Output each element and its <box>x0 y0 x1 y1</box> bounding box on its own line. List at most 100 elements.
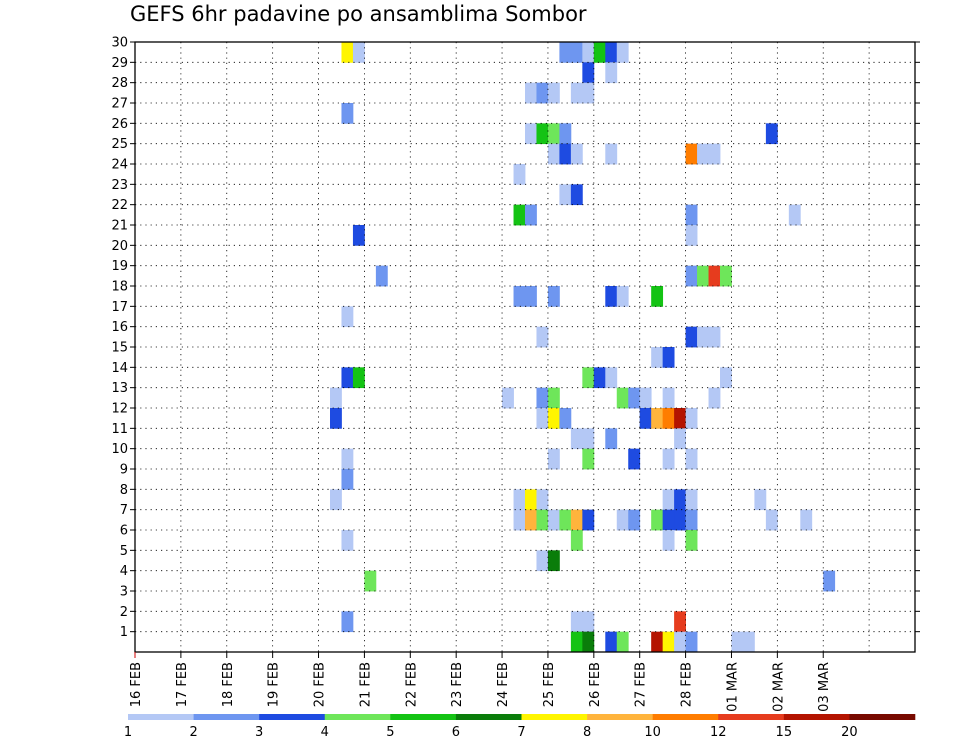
precip-cell <box>547 509 560 531</box>
precip-cell <box>547 286 560 307</box>
precip-cell <box>525 123 537 145</box>
x-tick-label: 24 FEB <box>496 662 511 707</box>
precip-cell <box>536 550 549 572</box>
precip-cell <box>639 408 652 429</box>
y-tick-label: 2 <box>120 605 128 620</box>
precip-cell <box>582 509 595 531</box>
y-tick-label: 13 <box>111 381 128 396</box>
colorbar-swatch <box>718 714 785 720</box>
x-tick-label: 01 MAR <box>725 662 740 712</box>
precip-cell <box>352 225 365 246</box>
precip-cell <box>559 42 572 63</box>
precip-cell <box>674 428 686 450</box>
precip-cell <box>662 489 675 511</box>
precip-cell <box>513 489 526 511</box>
colorbar: 1 2 3 4 5 6 7 8 10 12 15 20 <box>124 714 916 740</box>
precip-cell <box>651 509 664 531</box>
precip-cell <box>582 631 595 653</box>
colorbar-label: 20 <box>841 725 858 740</box>
x-tick-label: 25 FEB <box>542 662 557 707</box>
precip-cell <box>536 82 549 104</box>
colorbar-label: 12 <box>710 725 727 740</box>
precip-cell <box>547 82 560 104</box>
y-tick-label: 27 <box>111 97 128 112</box>
y-tick-label: 5 <box>120 544 128 559</box>
precip-cell <box>341 367 354 389</box>
precip-cell <box>547 448 560 470</box>
precip-cell <box>651 408 664 429</box>
precip-cell <box>697 143 709 165</box>
x-tick-label: 23 FEB <box>450 662 465 707</box>
precip-cell <box>330 408 342 429</box>
precip-cell <box>685 489 698 511</box>
y-tick-label: 28 <box>111 76 128 91</box>
precip-cell <box>685 448 698 470</box>
colorbar-swatch <box>783 714 850 720</box>
colorbar-swatch <box>193 714 260 720</box>
precip-cell <box>341 530 354 551</box>
precip-cell <box>352 367 365 389</box>
colorbar-label: 4 <box>321 725 329 740</box>
precip-cell <box>731 631 744 653</box>
precip-cell <box>547 143 560 165</box>
precip-cell <box>685 530 698 551</box>
x-tick-label: 17 FEB <box>175 662 190 707</box>
precip-cell <box>582 42 595 63</box>
grid-layer <box>135 42 915 652</box>
precip-cell <box>341 611 354 633</box>
y-tick-label: 1 <box>120 625 128 640</box>
precip-cell <box>605 428 618 450</box>
precip-cell <box>662 509 675 531</box>
precip-cell <box>513 204 526 226</box>
precip-cell <box>720 265 732 287</box>
y-tick-label: 23 <box>111 178 128 193</box>
precip-cell <box>674 611 686 633</box>
precip-cell <box>364 570 377 592</box>
precip-cell <box>708 387 721 409</box>
precip-cell <box>525 204 537 226</box>
precip-cell <box>593 42 606 63</box>
colorbar-label: 2 <box>189 725 197 740</box>
precip-cell <box>662 530 675 551</box>
precip-cell <box>685 204 698 226</box>
y-tick-label: 16 <box>111 320 128 335</box>
colorbar-swatch <box>259 714 326 720</box>
precip-cell <box>674 509 686 531</box>
precip-cell <box>765 509 778 531</box>
y-tick-label: 20 <box>111 239 128 254</box>
x-tick-label: 19 FEB <box>267 662 282 707</box>
x-tick-label: 20 FEB <box>313 662 328 707</box>
precip-cell <box>628 387 641 409</box>
precip-cell <box>559 123 572 145</box>
precip-cell <box>685 225 698 246</box>
precip-cell <box>352 42 365 63</box>
precip-cell <box>685 408 698 429</box>
precip-cell <box>605 631 618 653</box>
precip-cell <box>628 509 641 531</box>
colorbar-label: 15 <box>776 725 793 740</box>
precip-cell <box>536 509 549 531</box>
colorbar-label: 3 <box>255 725 263 740</box>
precip-cell <box>525 509 537 531</box>
y-tick-label: 30 <box>111 36 128 51</box>
colorbar-swatch <box>587 714 653 720</box>
precip-cell <box>570 509 583 531</box>
y-tick-label: 8 <box>120 483 128 498</box>
colorbar-label: 8 <box>583 725 591 740</box>
precip-cell <box>616 509 629 531</box>
precip-cell <box>525 489 537 511</box>
colorbar-swatch <box>521 714 588 720</box>
precip-cell <box>639 387 652 409</box>
precip-cell <box>570 631 583 653</box>
x-tick-label: 18 FEB <box>221 662 236 707</box>
precip-cell <box>502 387 514 409</box>
precip-cell <box>582 82 595 104</box>
precip-cell <box>536 123 549 145</box>
colorbar-label: 1 <box>124 725 132 740</box>
precip-cell <box>570 530 583 551</box>
precip-cell <box>605 367 618 389</box>
precip-cell <box>513 509 526 531</box>
precip-cell <box>570 143 583 165</box>
precip-cell <box>559 143 572 165</box>
precip-cell <box>616 387 629 409</box>
